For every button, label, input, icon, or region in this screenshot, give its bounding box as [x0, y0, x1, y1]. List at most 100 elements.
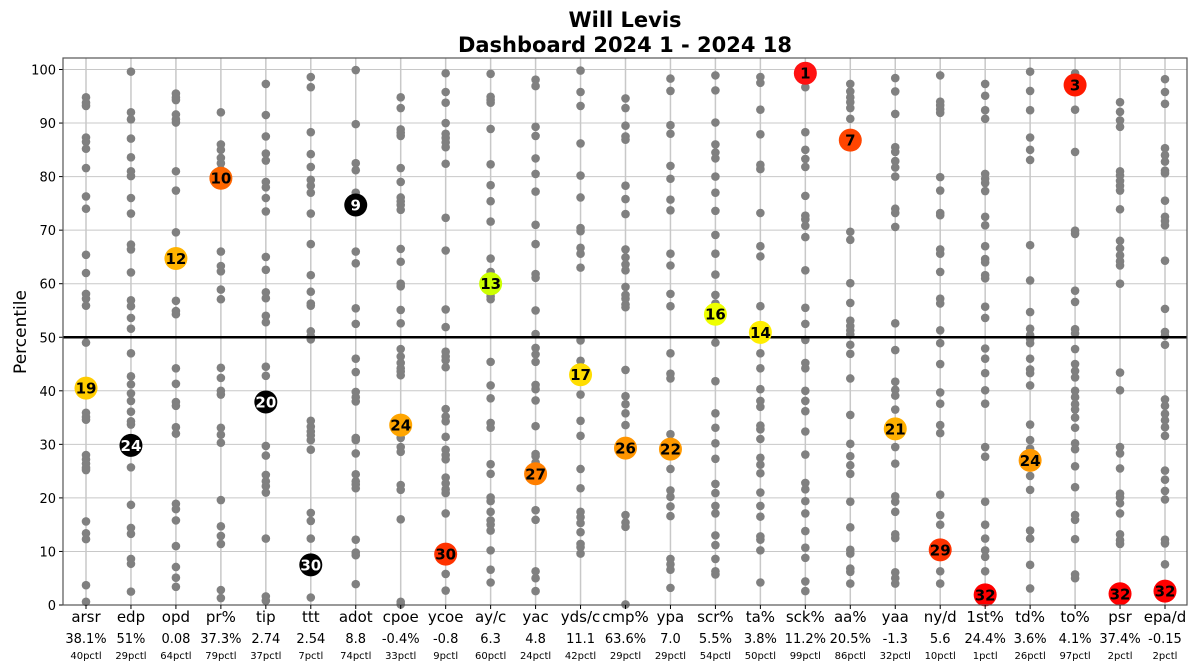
league-point — [441, 432, 450, 442]
league-point — [890, 533, 900, 543]
league-point — [1160, 475, 1170, 484]
metric-value: -0.4% — [382, 632, 420, 647]
league-point — [126, 67, 136, 76]
league-point — [980, 552, 990, 562]
league-point — [486, 565, 495, 574]
league-point — [351, 165, 361, 175]
league-point — [576, 101, 585, 111]
league-point — [1025, 338, 1035, 348]
league-point — [441, 246, 450, 255]
league-point — [1115, 116, 1125, 125]
league-point — [711, 554, 720, 564]
metric-percentile: 33pctl — [385, 651, 416, 662]
league-point — [216, 593, 226, 603]
league-point — [801, 427, 810, 436]
league-point — [531, 573, 540, 583]
league-point — [441, 98, 450, 108]
league-point — [666, 583, 675, 593]
league-point — [396, 205, 406, 215]
league-point — [711, 570, 720, 579]
league-point — [801, 396, 810, 406]
league-point — [1115, 244, 1125, 253]
league-point — [261, 451, 271, 460]
league-point — [216, 158, 226, 168]
league-point — [531, 515, 540, 525]
league-point — [845, 549, 855, 558]
league-point — [126, 587, 136, 596]
league-point — [756, 546, 765, 555]
league-point — [666, 195, 675, 204]
league-point — [1160, 99, 1170, 109]
league-point — [486, 496, 495, 506]
league-point — [801, 543, 810, 553]
league-point — [890, 208, 900, 218]
league-point — [351, 158, 361, 168]
league-point — [126, 523, 136, 533]
league-point — [261, 252, 271, 262]
league-point — [81, 144, 91, 154]
metric-percentile: 2pctl — [1108, 651, 1133, 662]
league-point — [845, 410, 855, 420]
league-point — [666, 502, 675, 511]
league-point — [711, 438, 720, 448]
player-marker — [1153, 579, 1177, 603]
y-tick-label: 0 — [48, 599, 56, 614]
league-point — [845, 579, 855, 588]
league-point — [980, 274, 990, 283]
league-point — [396, 282, 406, 291]
league-point — [351, 259, 361, 268]
rank-label: 24 — [121, 437, 142, 455]
league-point — [890, 73, 900, 83]
metric-name: ay/c — [475, 608, 506, 626]
league-point — [711, 148, 720, 157]
league-point — [1025, 534, 1035, 543]
player-marker — [973, 583, 997, 607]
league-point — [531, 131, 540, 141]
league-point — [845, 567, 855, 577]
league-point — [666, 261, 675, 270]
league-point — [531, 384, 540, 394]
y-tick-label: 60 — [39, 278, 56, 293]
league-point — [980, 344, 990, 353]
league-point — [711, 230, 720, 240]
league-point — [576, 87, 585, 97]
league-point — [711, 540, 720, 550]
league-point — [1115, 279, 1125, 289]
league-point — [531, 187, 540, 196]
league-point — [171, 296, 181, 306]
league-point — [126, 407, 136, 416]
rank-label: 26 — [615, 440, 636, 458]
league-point — [756, 460, 765, 469]
league-point — [1160, 401, 1170, 411]
league-point — [935, 338, 945, 348]
league-point — [126, 529, 136, 539]
league-point — [935, 71, 945, 80]
metric-percentile: 54pctl — [700, 651, 731, 662]
league-point — [126, 349, 136, 358]
league-point — [621, 260, 630, 269]
league-point — [306, 435, 316, 445]
league-point — [486, 159, 495, 169]
league-point — [261, 79, 271, 89]
league-point — [1070, 423, 1080, 433]
league-point — [306, 593, 316, 602]
metric-name: yac — [522, 608, 548, 626]
league-point — [801, 319, 810, 329]
league-point — [486, 294, 495, 304]
league-point — [621, 103, 630, 113]
metric-percentile: 24pctl — [520, 651, 551, 662]
rank-label: 32 — [975, 586, 996, 604]
league-point — [306, 508, 316, 518]
league-point — [486, 459, 495, 469]
league-point — [531, 306, 540, 315]
league-point — [980, 114, 990, 124]
league-point — [441, 455, 450, 464]
league-point — [845, 469, 855, 479]
league-point — [1115, 498, 1125, 508]
league-point — [216, 585, 226, 595]
league-point — [756, 78, 765, 88]
rank-label: 14 — [750, 324, 771, 342]
league-point — [1115, 186, 1125, 195]
metric-percentile: 86pctl — [835, 651, 866, 662]
league-point — [306, 181, 316, 191]
